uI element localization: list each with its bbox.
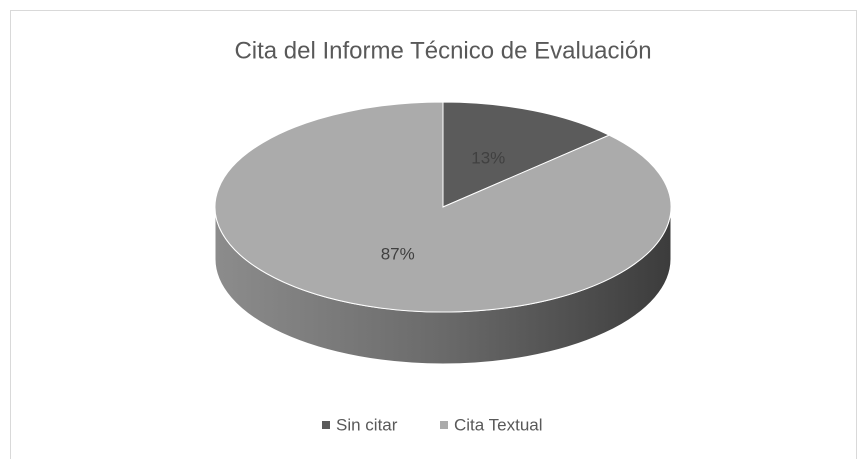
legend-swatch xyxy=(440,421,448,429)
legend-label: Cita Textual xyxy=(454,415,543,434)
data-label: 13% xyxy=(471,148,505,167)
pie-slice xyxy=(442,101,611,208)
pie-slice xyxy=(214,101,672,313)
chart-title: Cita del Informe Técnico de Evaluación xyxy=(234,37,651,64)
data-label: 87% xyxy=(381,245,415,264)
legend-swatch xyxy=(322,421,330,429)
legend-label: Sin citar xyxy=(336,415,398,434)
